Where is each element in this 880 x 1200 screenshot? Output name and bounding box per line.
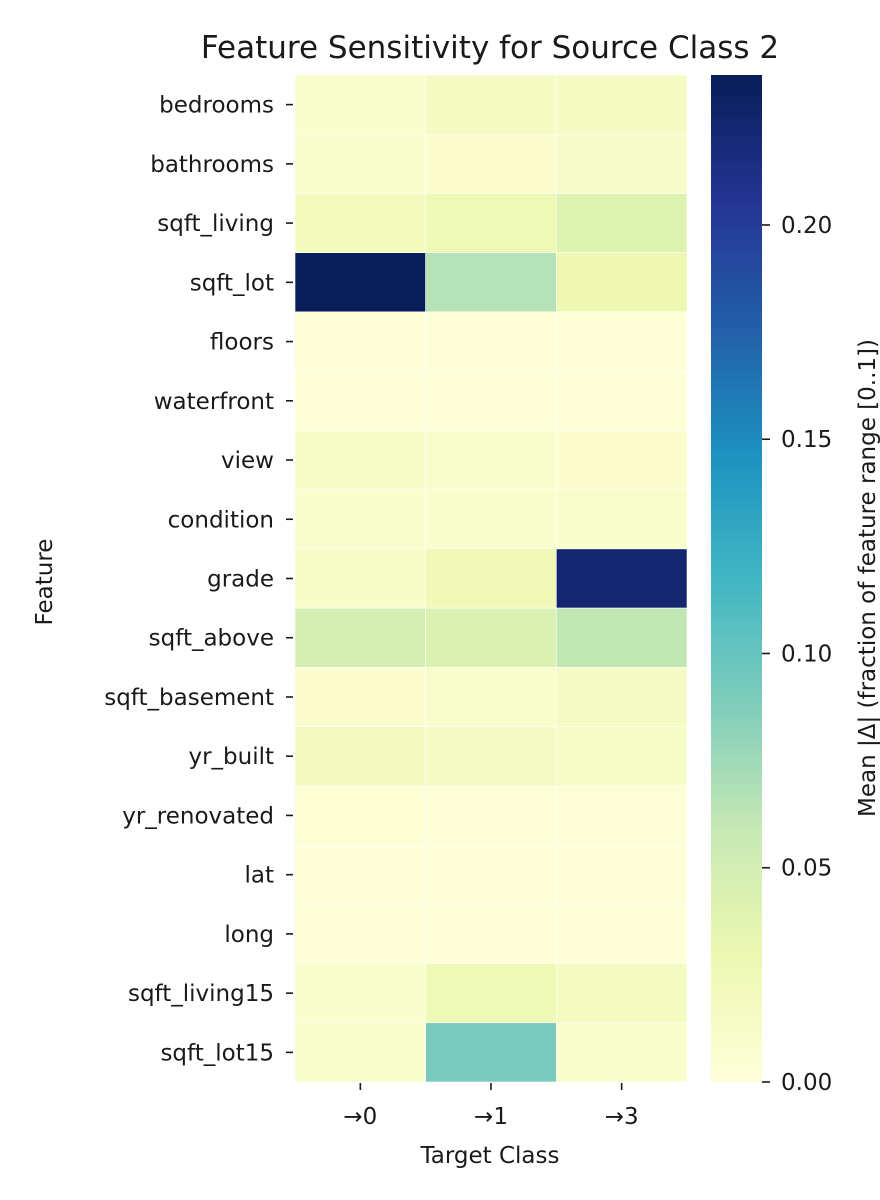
y-tick-label: sqft_lot (190, 270, 274, 296)
colorbar-title: Mean |Δ| (fraction of feature range [0..… (855, 339, 880, 817)
y-tick-label: bathrooms (150, 152, 274, 178)
heatmap-cell (556, 193, 688, 254)
y-tick-label: condition (168, 507, 274, 533)
y-axis: bedrooms bathrooms sqft_living sqft_lotfloo… (104, 93, 293, 1066)
heatmap-cell (425, 726, 557, 787)
heatmap-cell (294, 785, 426, 846)
heatmap-cell (425, 193, 557, 254)
heatmap-cell (294, 1022, 426, 1083)
heatmap-cells (294, 74, 688, 1083)
heatmap-cell (425, 430, 557, 490)
y-tick-label: lat (244, 863, 274, 889)
heatmap-cell (425, 667, 557, 727)
heatmap-cell (294, 430, 426, 490)
heatmap-cell (425, 607, 557, 668)
heatmap-cell (556, 489, 688, 550)
chart-title: Feature Sensitivity for Source Class 2 (201, 30, 779, 66)
heatmap-cell (294, 844, 426, 905)
colorbar-tick-label: 0.00 (781, 1070, 832, 1096)
y-tick-label: long (224, 922, 274, 948)
heatmap-cell (556, 726, 688, 787)
heatmap-cell (556, 963, 688, 1024)
heatmap-cell (425, 785, 557, 846)
heatmap-cell (294, 370, 426, 431)
heatmap-cell (556, 607, 688, 668)
y-tick-label: yr_built (188, 744, 274, 770)
y-tick-label: view (221, 448, 274, 474)
y-tick-label: sqft_living15 (128, 981, 274, 1007)
y-tick-label: sqft_basement (104, 685, 274, 711)
heatmap-cell (294, 489, 426, 550)
heatmap-cell (294, 667, 426, 727)
heatmap-cell (294, 726, 426, 787)
heatmap-cell (294, 903, 426, 964)
heatmap-cell (294, 193, 426, 254)
y-tick-label: floors (210, 330, 274, 356)
heatmap-cell (294, 311, 426, 372)
heatmap-cell (294, 963, 426, 1024)
heatmap-cell (425, 903, 557, 964)
colorbar-tick-label: 0.15 (781, 427, 832, 453)
heatmap-cell (294, 74, 426, 135)
heatmap-cell (556, 1022, 688, 1083)
heatmap-cell (556, 311, 688, 372)
y-tick-label: grade (207, 567, 274, 593)
y-tick-label: yr_renovated (122, 803, 274, 829)
heatmap-cell (294, 548, 426, 609)
heatmap-cell (556, 370, 688, 431)
heatmap-cell (556, 667, 688, 727)
heatmap-cell (425, 370, 557, 431)
colorbar-tick-label: 0.20 (781, 213, 832, 239)
x-tick-label: →3 (605, 1104, 639, 1130)
heatmap-cell (556, 785, 688, 846)
heatmap-cell (294, 133, 426, 194)
heatmap-cell (556, 133, 688, 194)
heatmap-cell (556, 844, 688, 905)
heatmap-cell (294, 607, 426, 668)
heatmap-cell (425, 252, 557, 313)
heatmap-cell (425, 963, 557, 1024)
y-axis-title: Feature (32, 539, 58, 626)
heatmap-cell (294, 252, 426, 313)
x-axis: →0 →1 →3 (343, 1083, 639, 1130)
y-tick-label: bedrooms (159, 93, 274, 119)
y-tick-label: waterfront (154, 389, 274, 415)
colorbar-tick-label: 0.05 (781, 856, 832, 882)
y-tick-label: sqft_living (157, 211, 274, 237)
heatmap-cell (556, 430, 688, 490)
heatmap-cell (425, 489, 557, 550)
heatmap-cell (425, 1022, 557, 1083)
colorbar-axis: 0.00 0.05 0.10 0.15 0.20 (762, 213, 832, 1096)
x-axis-title: Target Class (420, 1143, 560, 1169)
colorbar-tick-label: 0.10 (781, 641, 832, 667)
y-tick-label: sqft_lot15 (160, 1040, 274, 1066)
y-tick-label: sqft_above (149, 626, 274, 652)
heatmap-cell (425, 844, 557, 905)
heatmap-cell (556, 74, 688, 135)
heatmap-cell (425, 548, 557, 609)
heatmap-cell (425, 133, 557, 194)
heatmap-cell (425, 74, 557, 135)
x-tick-label: →1 (474, 1104, 508, 1130)
x-tick-label: →0 (343, 1104, 377, 1130)
heatmap-cell (556, 903, 688, 964)
heatmap-cell (556, 548, 688, 609)
heatmap-cell (556, 252, 688, 313)
colorbar (711, 75, 762, 1082)
heatmap-cell (425, 311, 557, 372)
